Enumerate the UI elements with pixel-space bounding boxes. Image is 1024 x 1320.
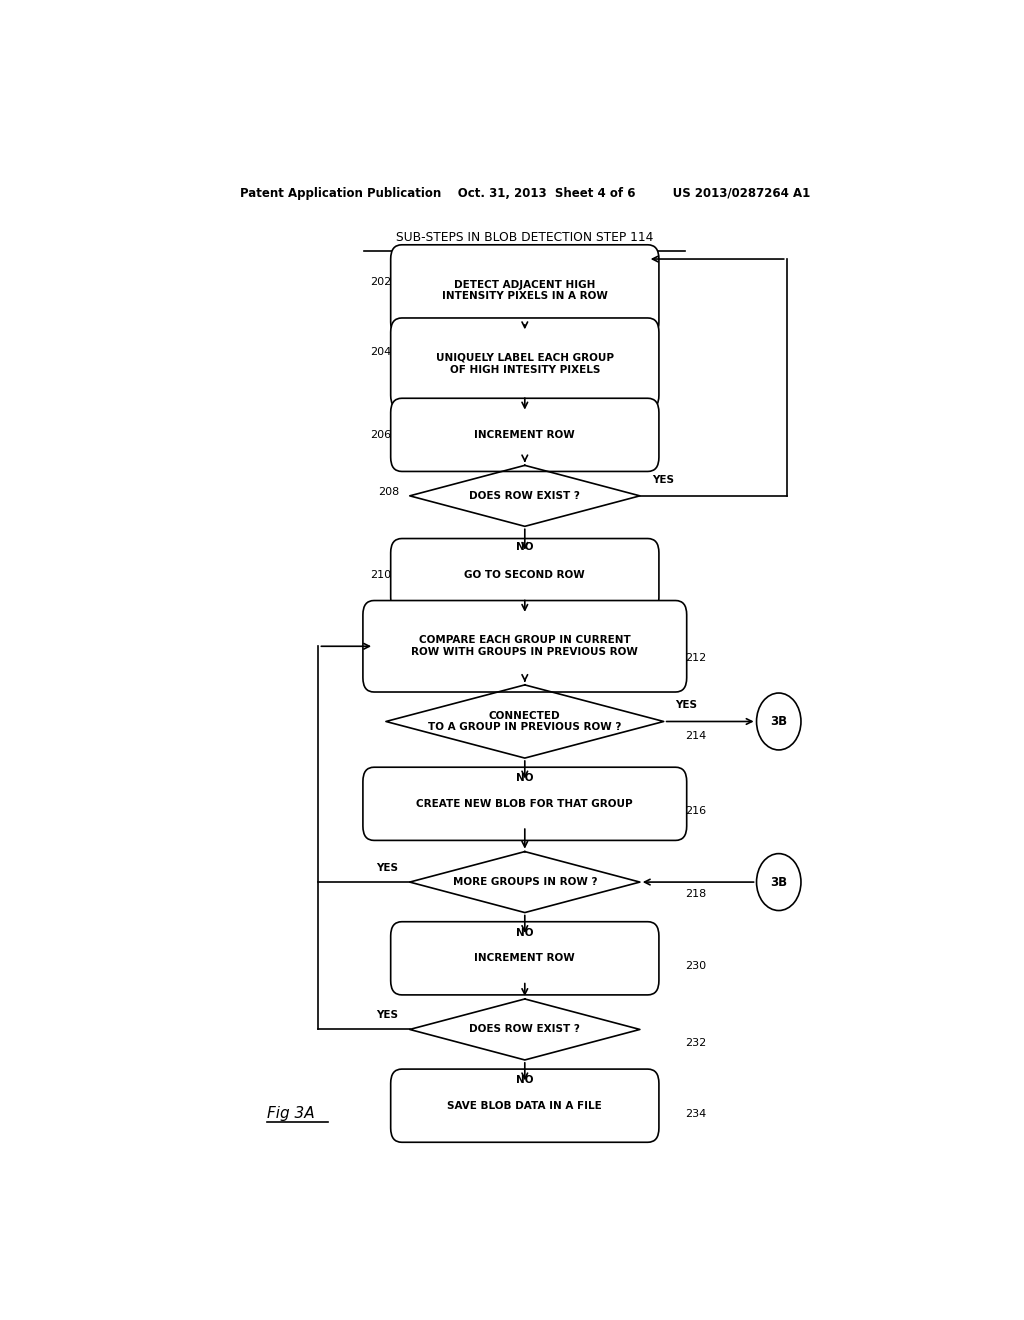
- Text: SAVE BLOB DATA IN A FILE: SAVE BLOB DATA IN A FILE: [447, 1101, 602, 1110]
- FancyBboxPatch shape: [391, 539, 658, 611]
- Text: 210: 210: [371, 570, 391, 579]
- FancyBboxPatch shape: [391, 921, 658, 995]
- Text: Patent Application Publication    Oct. 31, 2013  Sheet 4 of 6         US 2013/02: Patent Application Publication Oct. 31, …: [240, 187, 810, 201]
- Text: 202: 202: [371, 277, 391, 288]
- Text: YES: YES: [376, 1010, 397, 1020]
- FancyBboxPatch shape: [391, 399, 658, 471]
- Text: SUB-STEPS IN BLOB DETECTION STEP 114: SUB-STEPS IN BLOB DETECTION STEP 114: [396, 231, 653, 244]
- Text: INCREMENT ROW: INCREMENT ROW: [474, 430, 575, 440]
- FancyBboxPatch shape: [362, 601, 687, 692]
- Text: NO: NO: [516, 928, 534, 939]
- Text: 206: 206: [371, 430, 391, 440]
- Text: YES: YES: [652, 475, 674, 484]
- Text: YES: YES: [676, 700, 697, 710]
- Polygon shape: [386, 685, 664, 758]
- Text: 234: 234: [685, 1109, 707, 1119]
- Text: 214: 214: [685, 731, 707, 741]
- Polygon shape: [410, 999, 640, 1060]
- Text: 232: 232: [685, 1038, 707, 1048]
- FancyBboxPatch shape: [391, 244, 658, 337]
- Text: DETECT ADJACENT HIGH
INTENSITY PIXELS IN A ROW: DETECT ADJACENT HIGH INTENSITY PIXELS IN…: [442, 280, 607, 301]
- Text: DOES ROW EXIST ?: DOES ROW EXIST ?: [469, 491, 581, 500]
- Text: 216: 216: [685, 807, 707, 816]
- Text: 230: 230: [685, 961, 707, 972]
- Text: NO: NO: [516, 541, 534, 552]
- Text: CONNECTED
TO A GROUP IN PREVIOUS ROW ?: CONNECTED TO A GROUP IN PREVIOUS ROW ?: [428, 710, 622, 733]
- Polygon shape: [410, 851, 640, 912]
- Text: 208: 208: [378, 487, 399, 496]
- FancyBboxPatch shape: [391, 1069, 658, 1142]
- Text: COMPARE EACH GROUP IN CURRENT
ROW WITH GROUPS IN PREVIOUS ROW: COMPARE EACH GROUP IN CURRENT ROW WITH G…: [412, 635, 638, 657]
- FancyBboxPatch shape: [362, 767, 687, 841]
- Text: INCREMENT ROW: INCREMENT ROW: [474, 953, 575, 964]
- Text: CREATE NEW BLOB FOR THAT GROUP: CREATE NEW BLOB FOR THAT GROUP: [417, 799, 633, 809]
- Text: MORE GROUPS IN ROW ?: MORE GROUPS IN ROW ?: [453, 876, 597, 887]
- Text: UNIQUELY LABEL EACH GROUP
OF HIGH INTESITY PIXELS: UNIQUELY LABEL EACH GROUP OF HIGH INTESI…: [436, 352, 613, 375]
- Text: DOES ROW EXIST ?: DOES ROW EXIST ?: [469, 1024, 581, 1035]
- Polygon shape: [410, 466, 640, 527]
- Text: YES: YES: [376, 863, 397, 873]
- FancyBboxPatch shape: [391, 318, 658, 409]
- Text: NO: NO: [516, 774, 534, 783]
- Text: 3B: 3B: [770, 715, 787, 729]
- Text: 212: 212: [685, 653, 707, 664]
- Text: 3B: 3B: [770, 875, 787, 888]
- Text: 218: 218: [685, 890, 707, 899]
- Text: GO TO SECOND ROW: GO TO SECOND ROW: [465, 570, 585, 579]
- Text: NO: NO: [516, 1076, 534, 1085]
- Text: Fig 3A: Fig 3A: [267, 1106, 314, 1121]
- Text: 204: 204: [371, 347, 391, 356]
